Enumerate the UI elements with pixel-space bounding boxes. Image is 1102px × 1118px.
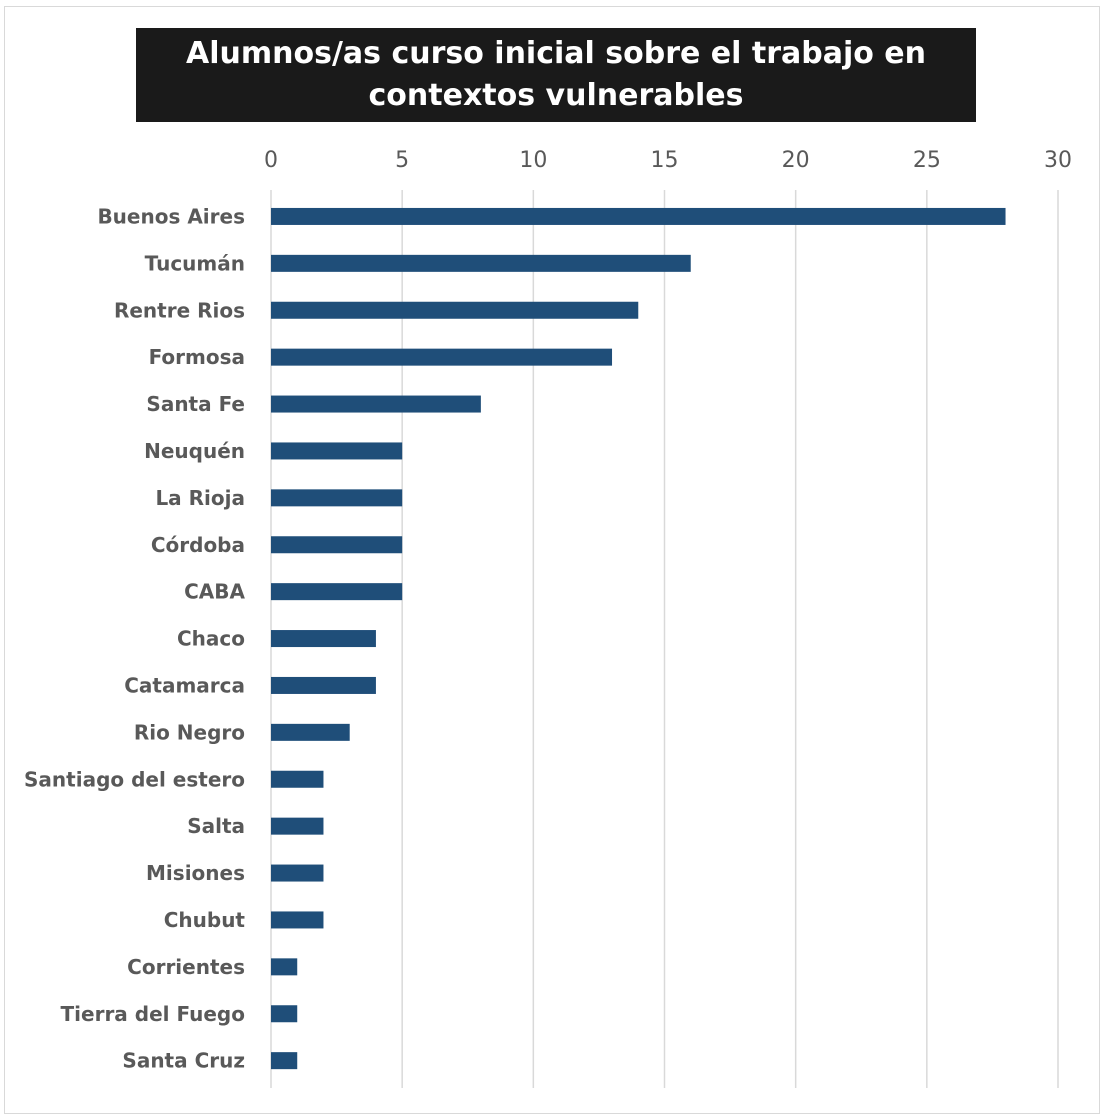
chart-title-box: Alumnos/as curso inicial sobre el trabaj… [136,28,976,122]
bar [271,301,639,319]
x-tick-label: 20 [782,148,810,173]
bar [271,583,403,601]
category-label: Tucumán [145,251,245,275]
x-tick-label: 5 [395,148,409,173]
category-label: Catamarca [124,673,245,697]
bar [271,630,376,648]
category-label: Neuquén [144,439,245,463]
bar [271,254,691,272]
category-label: Formosa [149,345,245,369]
category-label: Santa Cruz [122,1049,245,1073]
category-label: Chaco [177,627,245,651]
category-label: Rentre Rios [114,298,245,322]
x-tick-label: 15 [651,148,679,173]
bar [271,1052,298,1070]
bar [271,489,403,507]
bar [271,207,1006,225]
category-label: Chubut [164,908,246,932]
x-tick-label: 25 [913,148,941,173]
x-tick-label: 0 [264,148,278,173]
x-tick-label: 30 [1044,148,1072,173]
category-label: La Rioja [155,486,245,510]
bar [271,817,324,835]
category-label: Misiones [146,861,245,885]
category-label: Córdoba [151,533,245,557]
bar [271,723,350,741]
bar [271,958,298,976]
chart-frame [4,6,1100,1114]
bar [271,676,376,694]
category-label: Tierra del Fuego [61,1002,245,1026]
category-label: Buenos Aires [97,204,245,228]
bar [271,911,324,929]
category-label: Salta [187,814,245,838]
bar [271,1005,298,1023]
bar [271,395,481,413]
bar [271,536,403,554]
bar [271,770,324,788]
category-label: Santa Fe [146,392,245,416]
bar [271,442,403,460]
category-label: Santiago del estero [24,767,245,791]
bar [271,864,324,882]
category-label: CABA [184,580,245,604]
chart-title: Alumnos/as curso inicial sobre el trabaj… [186,36,926,113]
category-label: Corrientes [127,955,245,979]
category-label: Rio Negro [134,720,245,744]
x-tick-label: 10 [519,148,547,173]
bar [271,348,613,366]
